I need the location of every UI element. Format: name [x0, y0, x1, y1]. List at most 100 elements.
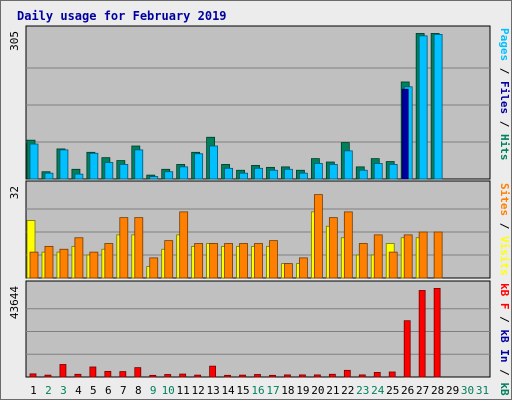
day-label-8: 8: [135, 384, 142, 397]
bar-sites-day-2: [44, 245, 54, 279]
bar-sites-day-22: [343, 211, 353, 279]
bar-kbytes-f-day-12: [194, 374, 202, 378]
bar-files-day-15: [239, 172, 248, 180]
day-label-31: 31: [476, 384, 489, 397]
day-label-9: 9: [150, 384, 157, 397]
bar-kbytes-f-day-15: [239, 374, 246, 378]
day-label-26: 26: [401, 384, 414, 397]
bar-sites-day-13: [209, 243, 219, 279]
y-max-label: 305: [8, 31, 21, 51]
bar-files-day-3: [59, 149, 69, 180]
day-label-2: 2: [45, 384, 52, 397]
bar-kbytes-f-day-6: [104, 370, 112, 378]
bar-kbytes-f-day-2: [44, 374, 52, 378]
day-label-15: 15: [236, 384, 249, 397]
bar-sites-day-8: [134, 217, 144, 279]
bar-files-day-14: [224, 167, 233, 180]
bar-files-day-27: [418, 35, 428, 180]
day-label-3: 3: [60, 384, 67, 397]
bar-sites-day-19: [299, 257, 308, 279]
bar-sites-day-17: [269, 240, 278, 279]
bar-files-day-17: [269, 169, 278, 180]
day-label-13: 13: [206, 384, 219, 397]
bar-sites-day-18: [284, 263, 293, 279]
bar-files-day-22: [343, 150, 353, 180]
day-label-1: 1: [30, 384, 37, 397]
y-max-label: 43644: [8, 286, 21, 319]
day-label-4: 4: [75, 384, 82, 397]
bar-sites-day-28: [433, 231, 443, 279]
bar-files-day-16: [254, 167, 263, 180]
bar-sites-day-20: [313, 194, 323, 279]
bar-files-day-19: [299, 172, 308, 180]
bar-kbytes-f-day-16: [254, 374, 261, 378]
bar-kbytes-f-day-24: [373, 372, 381, 378]
bar-files-day-21: [328, 164, 338, 180]
day-label-18: 18: [281, 384, 294, 397]
plot-area: [25, 25, 491, 180]
bar-sites-day-4: [74, 237, 84, 279]
bar-files-day-18: [284, 168, 293, 180]
bar-sites-day-25: [388, 251, 398, 279]
bar-kbytes-f-day-18: [284, 374, 291, 378]
bar-kbytes-f-day-27: [418, 290, 426, 378]
day-label-19: 19: [296, 384, 309, 397]
day-label-24: 24: [371, 384, 385, 397]
bar-sites-day-26: [403, 234, 413, 279]
day-label-14: 14: [221, 384, 235, 397]
bar-files-day-4: [74, 173, 84, 180]
bar-kbytes-f-day-22: [343, 369, 351, 378]
bar-sites-day-5: [89, 251, 99, 279]
bar-files-day-23: [358, 169, 368, 180]
bar-kbytes-f-day-9: [149, 374, 157, 378]
bar-files-day-24: [373, 163, 383, 180]
bar-sites-day-3: [59, 248, 69, 279]
legend-label-hits-files-pages: Pages / Files / Hits: [498, 28, 511, 161]
bar-pages-day-26: [401, 88, 409, 180]
day-label-30: 30: [461, 384, 474, 397]
bar-kbytes-f-day-11: [179, 373, 187, 378]
bar-sites-day-24: [373, 234, 383, 279]
bar-kbytes-f-day-8: [134, 367, 142, 378]
bar-files-day-20: [313, 163, 323, 180]
bar-kbytes-f-day-19: [299, 374, 306, 378]
bar-files-day-25: [388, 164, 398, 180]
bar-files-day-10: [164, 171, 174, 180]
bar-files-day-9: [149, 176, 159, 180]
bar-kbytes-f-day-13: [209, 365, 217, 378]
bar-sites-day-23: [358, 243, 368, 279]
day-label-6: 6: [105, 384, 112, 397]
bar-kbytes-f-day-14: [224, 374, 231, 378]
bar-kbytes-f-day-10: [164, 374, 172, 378]
bar-kbytes-f-day-7: [119, 371, 127, 378]
bar-files-day-6: [104, 162, 114, 180]
bar-sites-day-27: [418, 231, 428, 279]
chart-title: Daily usage for February 2019: [17, 9, 227, 23]
day-label-29: 29: [446, 384, 459, 397]
day-label-20: 20: [311, 384, 324, 397]
bar-sites-day-6: [104, 243, 114, 279]
day-label-10: 10: [162, 384, 175, 397]
day-label-16: 16: [251, 384, 264, 397]
bar-kbytes-f-day-25: [388, 371, 396, 378]
day-label-23: 23: [356, 384, 369, 397]
bar-files-day-1: [29, 143, 39, 180]
day-label-7: 7: [120, 384, 127, 397]
bar-sites-day-15: [239, 243, 248, 279]
panel-kbytes: 43644 kB F / kB In / kB Out: [8, 280, 511, 404]
bar-kbytes-f-day-23: [358, 374, 366, 378]
bar-files-day-7: [119, 164, 129, 180]
bar-kbytes-f-day-17: [269, 374, 276, 378]
bar-sites-day-14: [224, 243, 233, 279]
bar-kbytes-f-day-26: [403, 320, 411, 378]
day-label-17: 17: [266, 384, 279, 397]
bar-sites-day-9: [149, 257, 159, 279]
bar-kbytes-f-day-20: [313, 374, 321, 378]
bar-sites-day-21: [328, 217, 338, 279]
bar-sites-day-12: [194, 243, 204, 279]
bar-kbytes-f-day-1: [29, 373, 37, 378]
day-label-21: 21: [326, 384, 339, 397]
day-label-22: 22: [341, 384, 354, 397]
